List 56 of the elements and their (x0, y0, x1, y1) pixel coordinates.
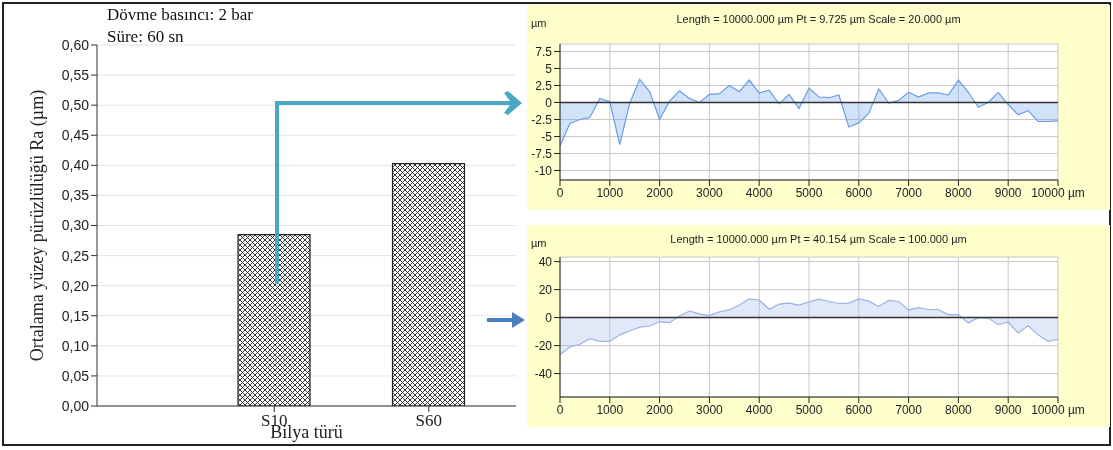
y-tick-label: 0 (545, 95, 553, 110)
y-tick-label: 0,00 (61, 397, 90, 414)
annotation: Süre: 60 sn (107, 26, 185, 48)
y-tick-label: -2.5 (531, 112, 553, 127)
x-tick-label: 5000 (795, 185, 823, 200)
y-tick-label: -7.5 (531, 146, 553, 161)
y-tick-label: -10 (534, 163, 553, 178)
x-tick-label: 0 (556, 185, 564, 200)
y-tick-label: -40 (534, 366, 553, 381)
y-tick-label: 0,10 (61, 337, 90, 354)
x-tick-label: 6000 (845, 185, 873, 200)
y-tick-label: 0,30 (61, 217, 90, 234)
x-tick-label: 3000 (696, 185, 724, 200)
y-axis-title: µm (531, 237, 547, 249)
y-tick-label: 0,60 (61, 36, 90, 53)
y-tick-label: 0,05 (61, 367, 90, 384)
y-tick-label: 0,40 (61, 157, 90, 174)
x-tick-label: 8000 (945, 185, 973, 200)
x-tick-label: 5000 (795, 402, 823, 417)
chart-title: Length = 10000.000 µm Pt = 9.725 µm Scale = 20.000 µm (676, 13, 961, 25)
x-tick-label: 7000 (895, 402, 923, 417)
y-tick-label: 0,20 (61, 277, 90, 294)
y-tick-label: 5 (545, 61, 553, 76)
y-tick-label: -5 (541, 129, 553, 144)
y-tick-label: 0,25 (61, 247, 90, 264)
x-tick-label: 4000 (745, 402, 773, 417)
x-tick-label: S60 (415, 411, 442, 431)
text: Dövme basıncı: 2 bar (107, 4, 253, 26)
x-tick-label: 10000 µm (1031, 402, 1085, 417)
x-tick-label: 9000 (994, 402, 1022, 417)
x-tick-label: 6000 (845, 402, 873, 417)
x-tick-label: 2000 (646, 185, 674, 200)
x-tick-label: 0 (556, 402, 564, 417)
y-tick-label: 0,55 (61, 67, 90, 84)
y-tick-label: 40 (538, 254, 553, 269)
y-tick-label: 0,50 (61, 97, 90, 114)
x-tick-label: 2000 (646, 402, 674, 417)
x-tick-label: 4000 (745, 185, 773, 200)
y-tick-label: 2.5 (535, 78, 553, 93)
x-tick-label: 3000 (696, 402, 724, 417)
y-tick-label: 0,45 (61, 127, 90, 144)
y-tick-label: 0 (545, 310, 553, 325)
y-tick-label: -20 (534, 338, 553, 353)
y-axis-title: Ortalama yüzey pürüzlülüğü Ra (µm) (27, 89, 49, 362)
x-tick-label: 8000 (945, 402, 973, 417)
y-axis-title: µm (531, 17, 547, 29)
y-tick-label: 0,35 (61, 187, 90, 204)
y-tick-label: 20 (538, 282, 553, 297)
x-tick-label: 9000 (994, 185, 1022, 200)
y-tick-label: 0,15 (61, 307, 90, 324)
y-tick-label: 7.5 (535, 44, 553, 59)
x-tick-label: 1000 (596, 185, 624, 200)
chart-title: Length = 10000.000 µm Pt = 40.154 µm Scale = 100.000 µm (670, 233, 967, 245)
x-tick-label: 1000 (596, 402, 624, 417)
x-tick-label: 7000 (895, 185, 923, 200)
x-tick-label: 10000 µm (1031, 185, 1085, 200)
